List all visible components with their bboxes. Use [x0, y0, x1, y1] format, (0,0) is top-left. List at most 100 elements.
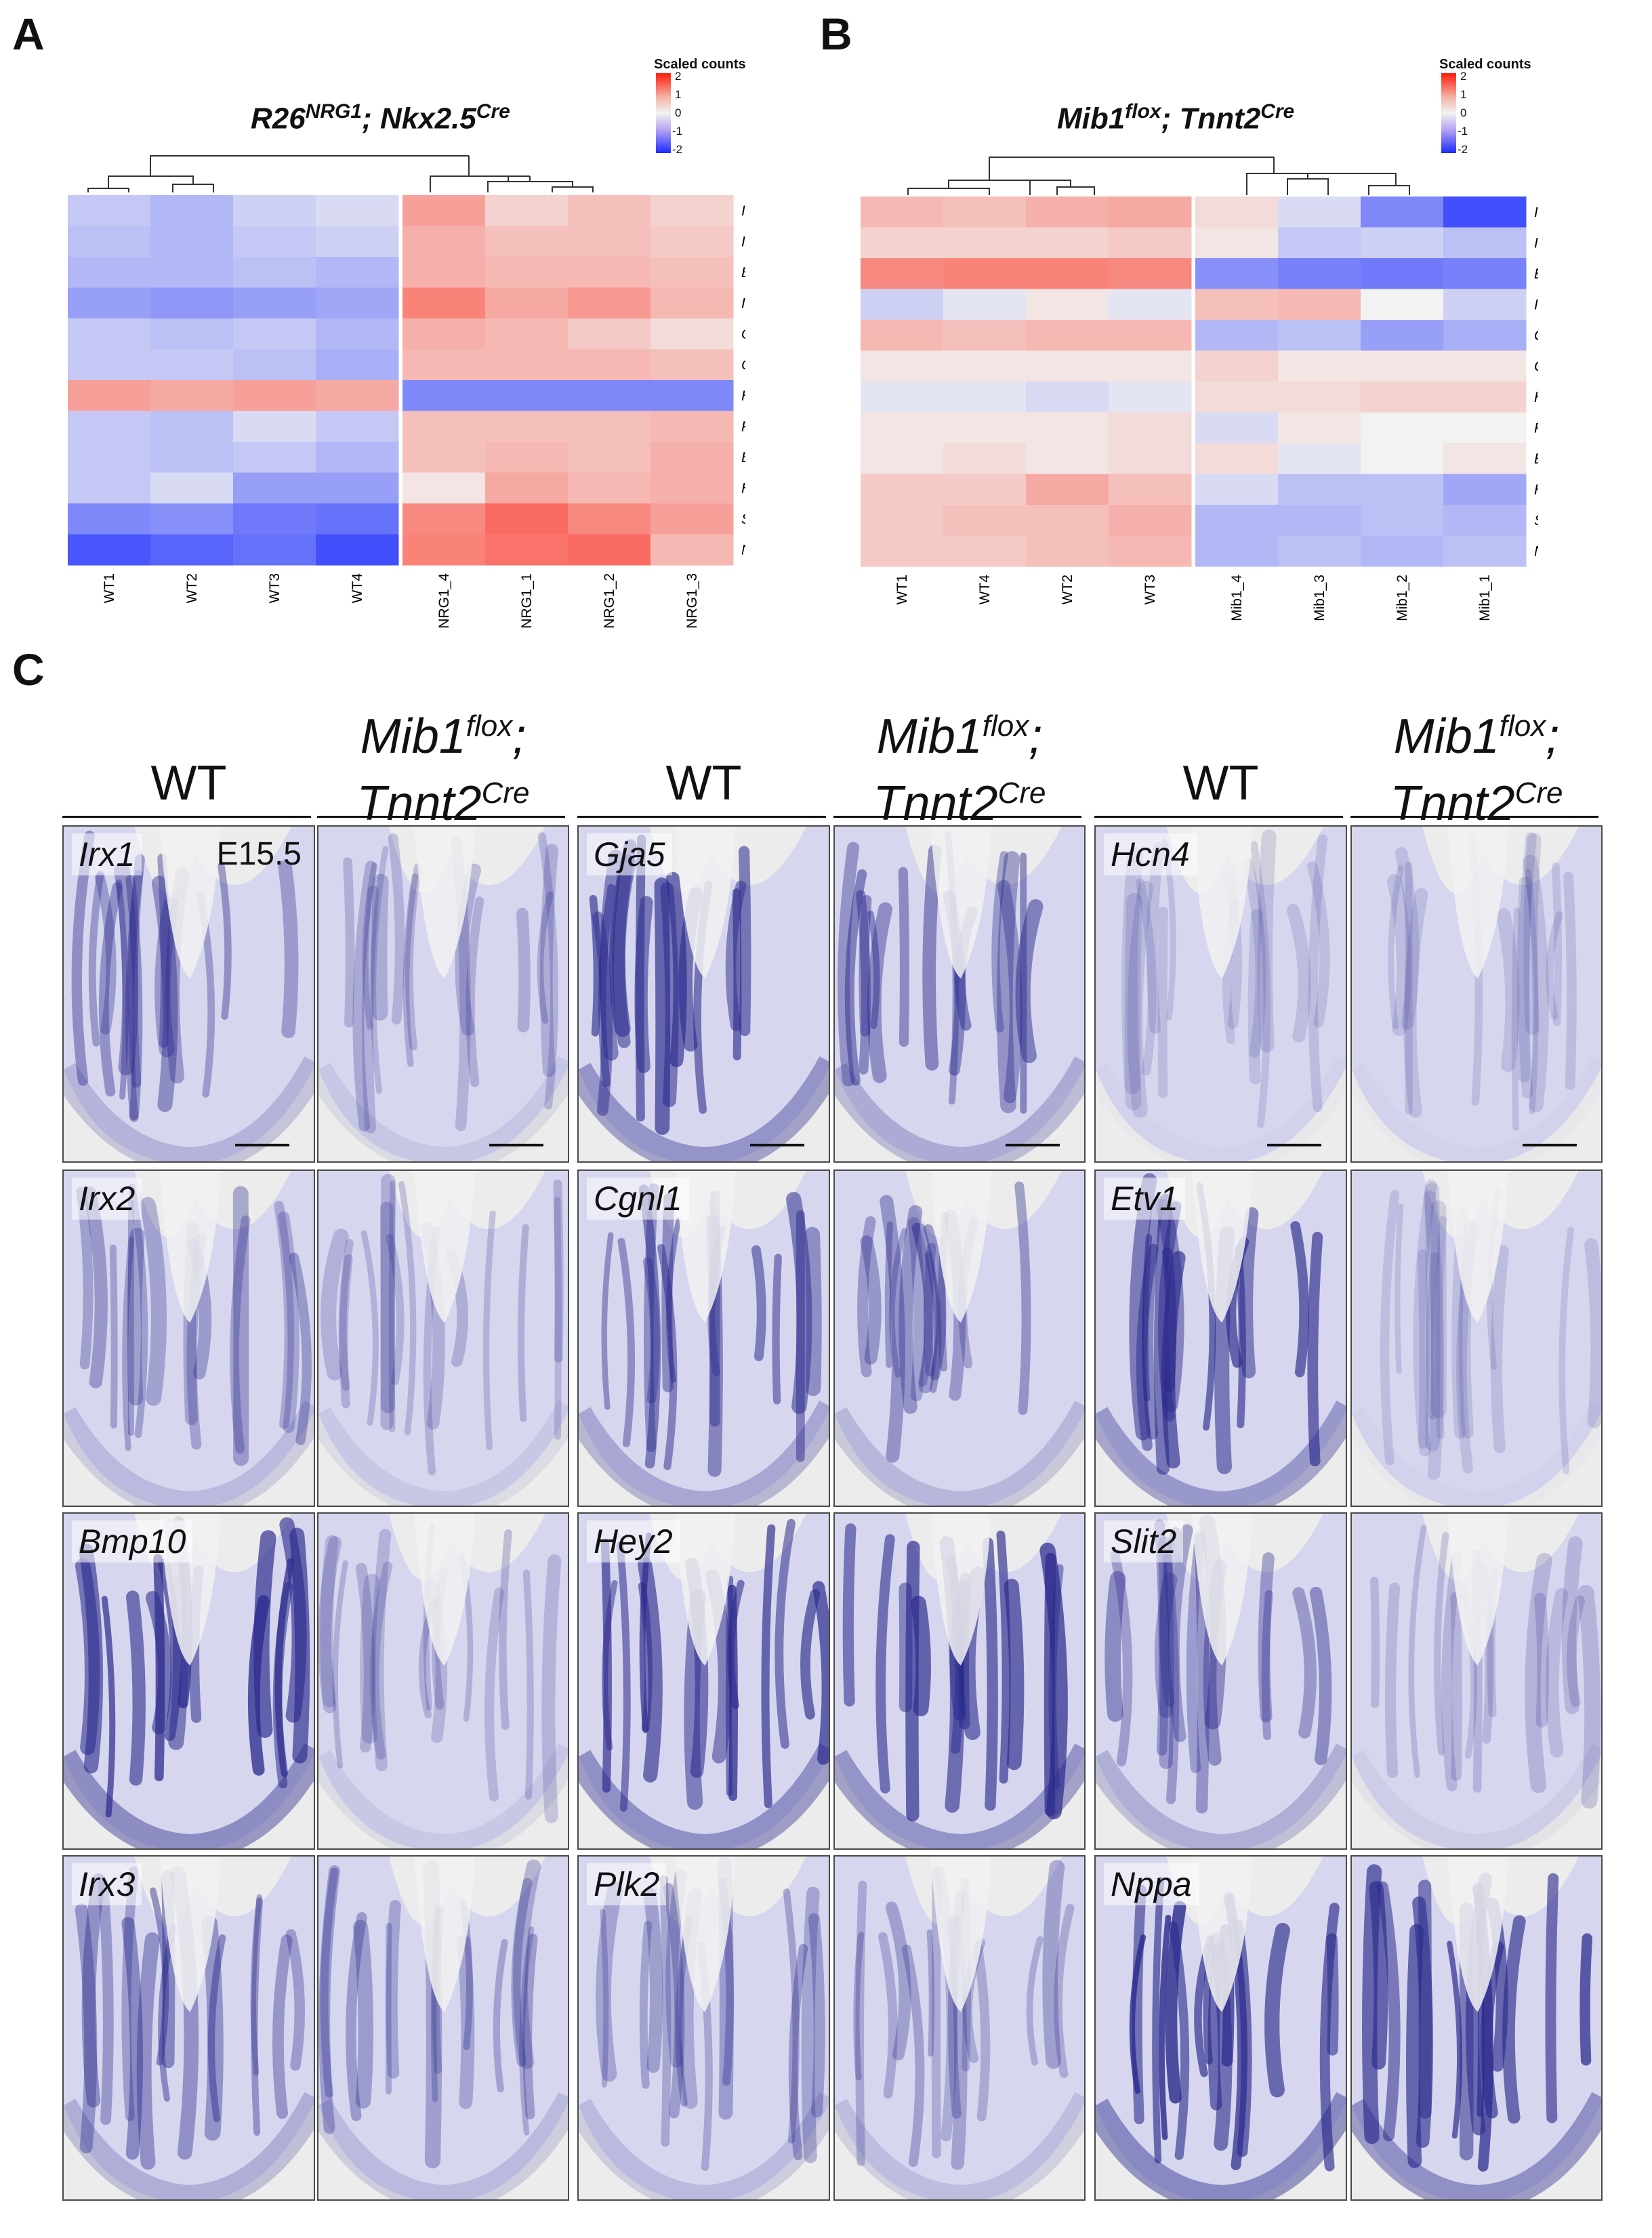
- heatmap-a-sample-labels: WT1 WT2 WT3 WT4 NRG1_4 NRG1_1 NRG1_2 NRG1_3: [102, 573, 700, 629]
- ish-section-image: [1352, 1857, 1601, 2199]
- heatmap-cell: [1278, 381, 1361, 413]
- heatmap-cell: [150, 380, 234, 411]
- heatmap-cell: [1361, 320, 1444, 351]
- heatmap-cell: [568, 472, 651, 504]
- ish-gene-label: Irx2: [72, 1178, 142, 1220]
- heatmap-cell: [568, 411, 651, 442]
- panel-label-a: A: [12, 9, 45, 59]
- heatmap-cell: [68, 287, 151, 319]
- ish-gene-label: Gja5: [587, 833, 672, 875]
- heatmap-cell: [402, 503, 486, 535]
- heatmap-gene-label: Irx1: [741, 203, 745, 219]
- scale-bar: [235, 1144, 289, 1146]
- ish-section-image: [64, 1171, 314, 1506]
- ish-tile: [1350, 1169, 1603, 1507]
- ish-section-image: [1096, 1514, 1346, 1848]
- heatmap-gene-label: Nppa: [1534, 543, 1538, 559]
- heatmap-cell: [1278, 227, 1361, 259]
- heatmap-gene-label: Cgnl1: [1534, 358, 1538, 374]
- heatmap-cell: [68, 195, 151, 226]
- heatmap-cell: [402, 287, 486, 319]
- heatmap-b: Irx1 Irx2 Bmp10 Irx3 Gja5 Cgnl1 Hey2 Plk2 Etv1 Hc…: [861, 157, 1538, 621]
- heatmap-sample-label: Mib1_2: [1395, 575, 1410, 621]
- heatmap-cell: [402, 442, 486, 473]
- heatmap-cell: [651, 318, 734, 350]
- heatmap-cell: [568, 349, 651, 381]
- heatmap-cell: [943, 320, 1027, 351]
- heatmap-gene-label: Plk2: [1534, 420, 1538, 436]
- heatmap-gene-label: Cgnl1: [741, 357, 745, 373]
- heatmap-gene-label: Gja5: [1534, 328, 1538, 344]
- heatmap-b-title: Mib1flox; Tnnt2Cre: [1057, 100, 1295, 136]
- heatmap-cell: [485, 411, 569, 442]
- ish-tile: [833, 1169, 1086, 1507]
- scale-bar: [750, 1144, 804, 1146]
- heatmap-cell: [316, 195, 399, 226]
- heatmap-gene-label: Hcn4: [1534, 482, 1538, 497]
- heatmap-cell: [568, 226, 651, 257]
- heatmap-sample-label: NRG1_3: [684, 573, 700, 629]
- heatmap-cell: [1443, 320, 1527, 351]
- ish-section-image: [835, 1857, 1084, 2199]
- heatmap-cell: [485, 380, 569, 411]
- heatmap-cell: [1195, 258, 1279, 289]
- heatmap-cell: [1361, 412, 1444, 444]
- column-header-rule: [833, 816, 1081, 818]
- heatmap-cell: [943, 350, 1027, 382]
- heatmap-cell: [1361, 443, 1444, 474]
- heatmap-cell: [1361, 289, 1444, 320]
- ish-gene-label: Hcn4: [1104, 833, 1197, 875]
- heatmap-a: Irx1 Irx2 Bmp10 Irx3 Gja5 Cgnl1 Hey2 Plk2 Etv1 Hc…: [68, 155, 745, 629]
- ish-gene-label: Slit2: [1104, 1520, 1184, 1562]
- heatmap-cell: [1109, 350, 1192, 382]
- ish-section-image: [835, 1514, 1084, 1848]
- heatmap-cell: [233, 442, 316, 473]
- heatmap-cell: [943, 505, 1027, 536]
- heatmap-cell: [943, 258, 1027, 289]
- legend-b-tick-1: 1: [1460, 88, 1467, 101]
- heatmap-cell: [233, 380, 316, 411]
- heatmap-cell: [233, 257, 316, 288]
- column-header: Mib1flox; Tnnt2Cre: [873, 709, 1046, 831]
- legend-b-colorbar: [1441, 73, 1456, 153]
- heatmap-cell: [1109, 535, 1192, 567]
- heatmap-cell: [1026, 227, 1109, 259]
- heatmap-cell: [861, 289, 944, 320]
- heatmap-cell: [651, 442, 734, 473]
- heatmap-cell: [316, 503, 399, 535]
- heatmap-cell: [568, 318, 651, 350]
- heatmap-gene-label: Irx2: [741, 234, 745, 249]
- heatmap-cell: [1195, 412, 1279, 444]
- heatmap-cell: [1443, 289, 1527, 320]
- heatmap-cell: [1443, 350, 1527, 382]
- heatmap-cell: [1195, 381, 1279, 413]
- ish-tile: Hey2: [577, 1512, 830, 1850]
- heatmap-cell: [1443, 535, 1527, 567]
- heatmap-cell: [861, 350, 944, 382]
- heatmap-cell: [651, 534, 734, 566]
- heatmap-cell: [233, 349, 316, 381]
- heatmap-cell: [861, 381, 944, 413]
- column-header: Mib1flox; Tnnt2Cre: [1390, 709, 1563, 831]
- heatmap-cell: [68, 257, 151, 288]
- heatmap-cell: [402, 534, 486, 566]
- heatmap-cell: [1278, 535, 1361, 567]
- heatmap-sample-label: Mib1_3: [1312, 575, 1327, 621]
- ish-gene-label: Irx1: [72, 833, 142, 875]
- heatmap-cell: [568, 503, 651, 535]
- heatmap-cell: [485, 503, 569, 535]
- heatmap-gene-label: Hcn4: [741, 480, 745, 496]
- legend-b-tick-2: 2: [1460, 70, 1467, 83]
- heatmap-cell: [316, 534, 399, 566]
- heatmap-cell: [233, 318, 316, 350]
- heatmap-cell: [651, 257, 734, 288]
- heatmap-cell: [402, 411, 486, 442]
- heatmap-cell: [651, 349, 734, 381]
- ish-tile: [317, 1512, 569, 1850]
- heatmap-cell: [943, 474, 1027, 505]
- heatmap-cell: [1026, 289, 1109, 320]
- heatmap-gene-label: Irx3: [741, 295, 745, 311]
- ish-tile: [833, 825, 1086, 1163]
- ish-tile: Gja5: [577, 825, 830, 1163]
- heatmap-a-cells: [68, 195, 734, 566]
